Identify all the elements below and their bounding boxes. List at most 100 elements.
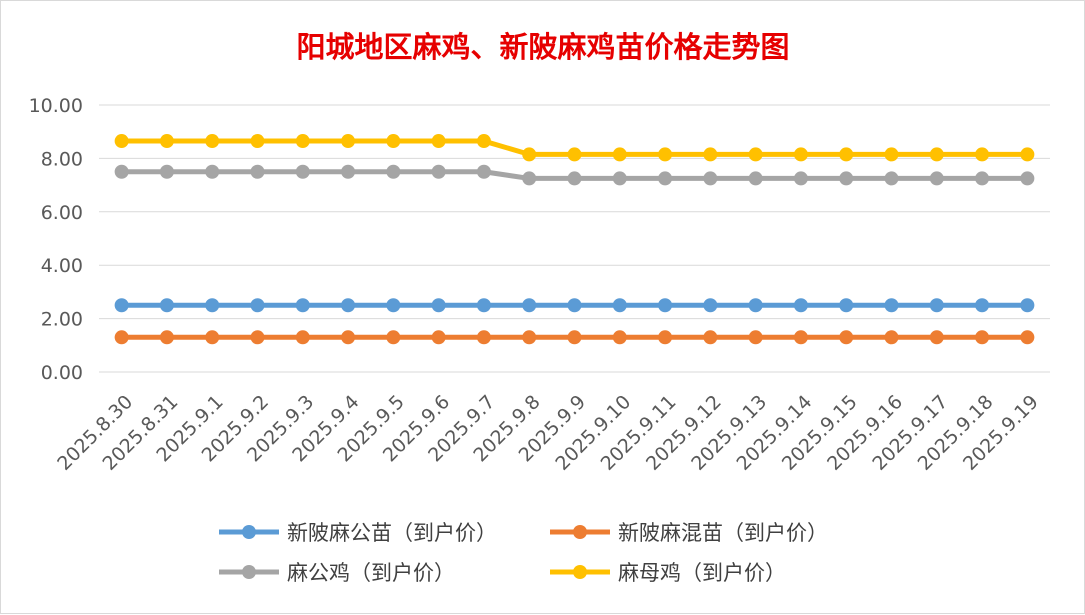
data-point	[612, 171, 627, 186]
series-2	[114, 330, 1035, 345]
data-point	[975, 298, 990, 313]
legend: 新陂麻公苗（到户价） 新陂麻混苗（到户价） 麻公鸡（到户价） 麻母鸡（到户价）	[219, 521, 828, 585]
data-point	[748, 171, 763, 186]
series-4	[114, 134, 1035, 162]
data-point	[748, 147, 763, 162]
data-point	[839, 171, 854, 186]
data-point	[929, 330, 944, 345]
data-point	[250, 164, 265, 179]
data-point	[748, 330, 763, 345]
data-point	[114, 330, 129, 345]
series-3	[114, 164, 1035, 186]
data-point	[386, 298, 401, 313]
data-point	[1020, 147, 1035, 162]
data-point	[205, 330, 220, 345]
y-tick-label: 4.00	[41, 255, 83, 277]
legend-item: 麻母鸡（到户价）	[550, 561, 786, 585]
data-point	[567, 298, 582, 313]
data-point	[703, 330, 718, 345]
series-1	[114, 298, 1035, 313]
data-point	[476, 134, 491, 149]
data-point	[658, 298, 673, 313]
data-point	[250, 330, 265, 345]
legend-label: 麻母鸡（到户价）	[618, 561, 786, 585]
legend-marker	[242, 525, 256, 539]
data-point	[386, 164, 401, 179]
data-point	[1020, 330, 1035, 345]
data-point	[839, 298, 854, 313]
data-point	[567, 147, 582, 162]
y-tick-label: 8.00	[41, 148, 83, 170]
data-point	[793, 171, 808, 186]
data-point	[884, 147, 899, 162]
data-point	[205, 134, 220, 149]
data-point	[884, 171, 899, 186]
legend-item: 新陂麻公苗（到户价）	[219, 521, 497, 545]
data-point	[793, 298, 808, 313]
data-point	[341, 164, 356, 179]
data-point	[295, 298, 310, 313]
data-point	[839, 330, 854, 345]
legend-marker	[242, 565, 256, 579]
data-point	[522, 147, 537, 162]
data-point	[476, 164, 491, 179]
data-point	[567, 171, 582, 186]
legend-item: 麻公鸡（到户价）	[219, 561, 455, 585]
data-point	[341, 298, 356, 313]
data-point	[476, 330, 491, 345]
data-point	[884, 330, 899, 345]
data-point	[159, 164, 174, 179]
data-point	[159, 330, 174, 345]
data-point	[748, 298, 763, 313]
data-point	[476, 298, 491, 313]
series-layer	[114, 134, 1035, 345]
x-axis-ticks: 2025.8.302025.8.312025.9.12025.9.22025.9…	[53, 391, 1043, 475]
data-point	[431, 134, 446, 149]
data-point	[929, 171, 944, 186]
data-point	[658, 171, 673, 186]
data-point	[114, 134, 129, 149]
data-point	[1020, 171, 1035, 186]
data-point	[386, 134, 401, 149]
data-point	[159, 134, 174, 149]
data-point	[884, 298, 899, 313]
data-point	[703, 298, 718, 313]
data-point	[341, 330, 356, 345]
data-point	[658, 147, 673, 162]
data-point	[522, 171, 537, 186]
y-tick-label: 10.00	[29, 95, 83, 117]
data-point	[522, 330, 537, 345]
data-point	[431, 298, 446, 313]
y-axis-ticks: 0.00 2.00 4.00 6.00 8.00 10.00	[29, 95, 83, 384]
data-point	[295, 134, 310, 149]
legend-label: 麻公鸡（到户价）	[287, 561, 455, 585]
data-point	[1020, 298, 1035, 313]
y-tick-label: 0.00	[41, 362, 83, 384]
data-point	[793, 330, 808, 345]
data-point	[250, 134, 265, 149]
y-tick-label: 6.00	[41, 202, 83, 224]
data-point	[431, 330, 446, 345]
data-point	[839, 147, 854, 162]
data-point	[431, 164, 446, 179]
data-point	[929, 298, 944, 313]
data-point	[295, 330, 310, 345]
data-point	[793, 147, 808, 162]
legend-label: 新陂麻公苗（到户价）	[287, 521, 497, 545]
data-point	[703, 147, 718, 162]
data-point	[159, 298, 174, 313]
data-point	[975, 330, 990, 345]
data-point	[295, 164, 310, 179]
data-point	[522, 298, 537, 313]
legend-marker	[573, 565, 587, 579]
y-tick-label: 2.00	[41, 309, 83, 331]
legend-item: 新陂麻混苗（到户价）	[550, 521, 828, 545]
data-point	[205, 298, 220, 313]
data-point	[929, 147, 944, 162]
legend-marker	[573, 525, 587, 539]
chart-title: 阳城地区麻鸡、新陂麻鸡苗价格走势图	[296, 30, 789, 64]
data-point	[567, 330, 582, 345]
legend-label: 新陂麻混苗（到户价）	[618, 521, 828, 545]
